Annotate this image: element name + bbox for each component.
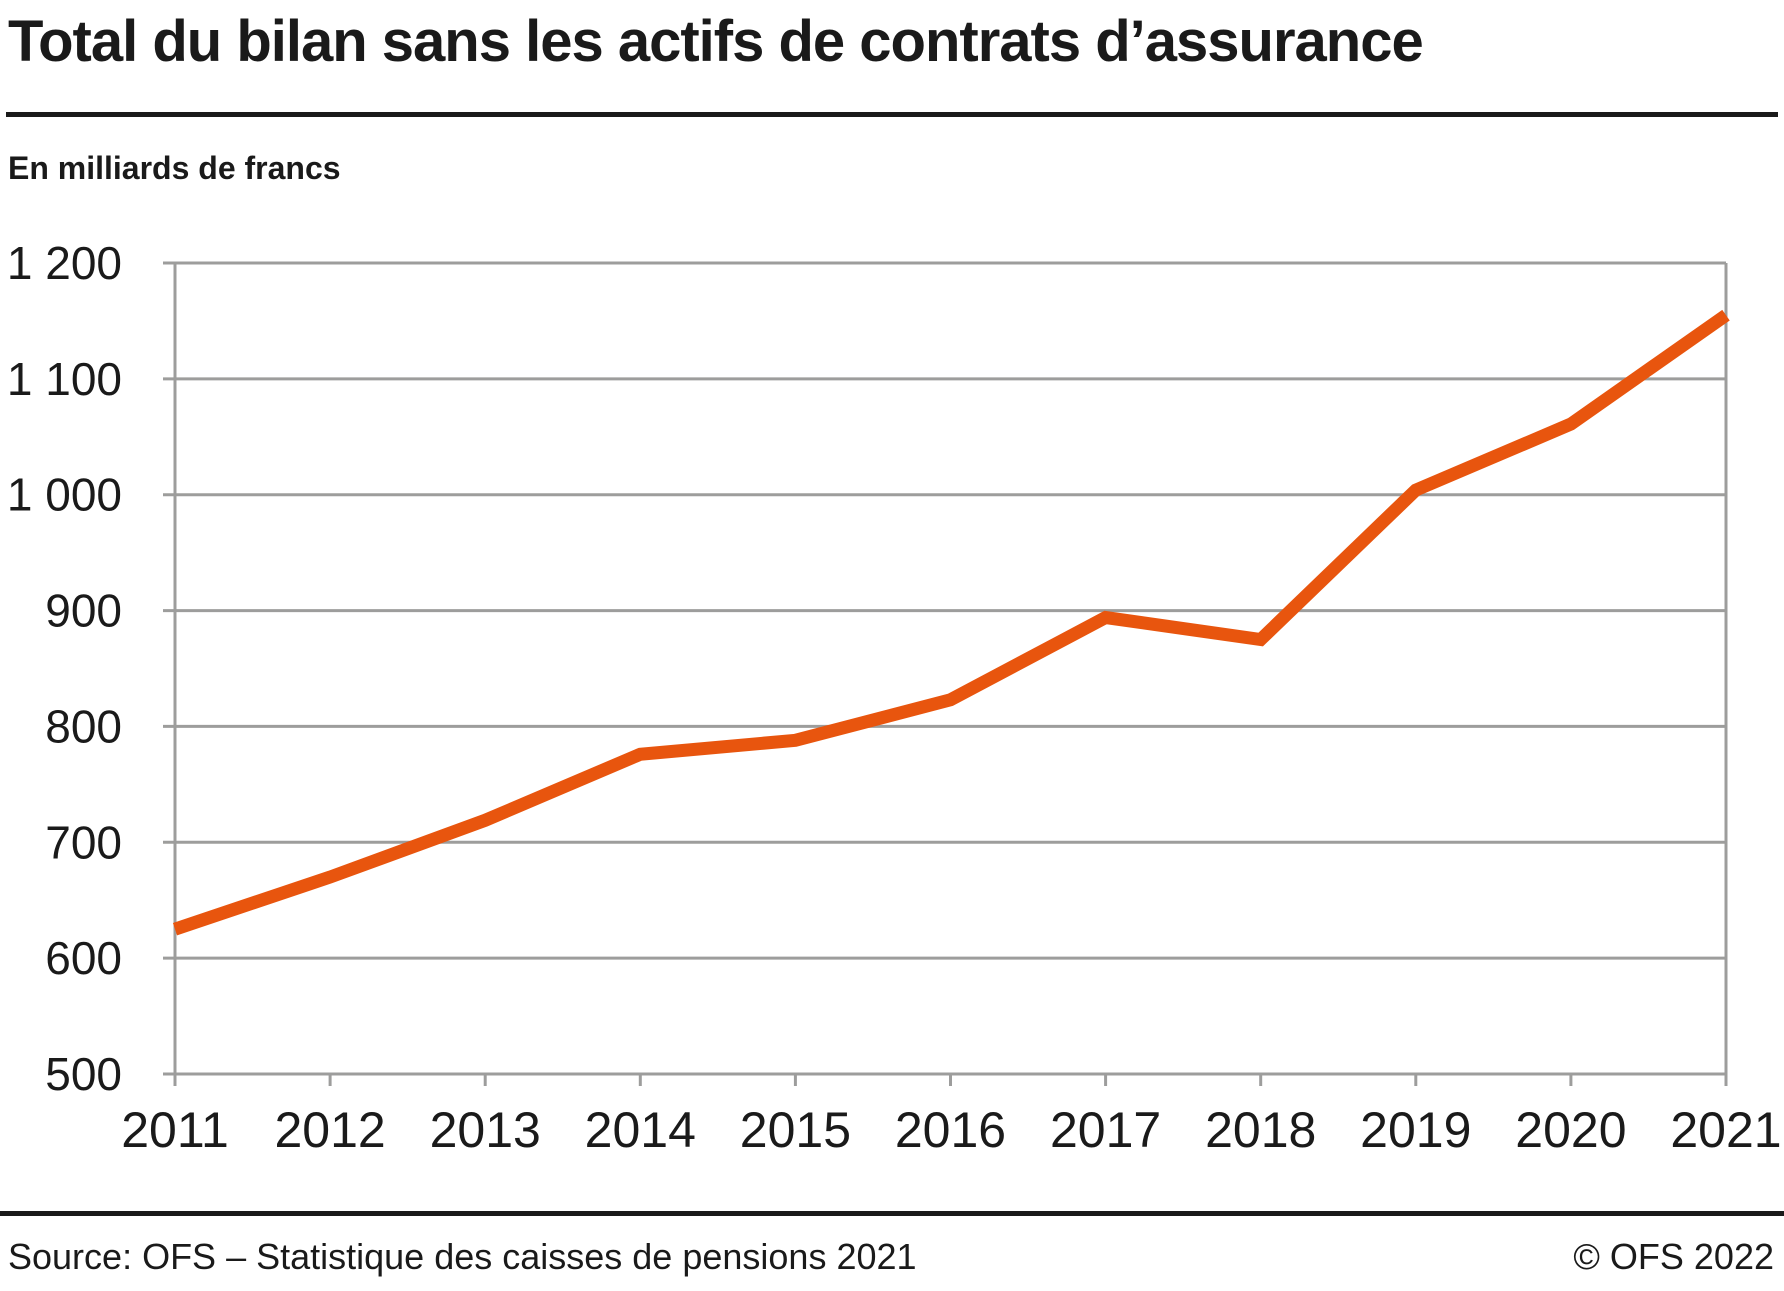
source-text: Source: OFS – Statistique des caisses de… xyxy=(8,1236,917,1277)
y-tick-label: 1 100 xyxy=(7,353,122,405)
x-tick-label: 2019 xyxy=(1360,1102,1471,1158)
x-tick-label: 2011 xyxy=(121,1102,229,1158)
title-rule xyxy=(6,112,1778,117)
y-tick-label: 700 xyxy=(45,816,122,868)
x-tick-label: 2014 xyxy=(585,1102,696,1158)
x-tick-label: 2017 xyxy=(1050,1102,1161,1158)
copyright-text: © OFS 2022 xyxy=(1573,1236,1774,1277)
x-tick-label: 2020 xyxy=(1515,1102,1626,1158)
y-tick-label: 1 200 xyxy=(7,237,122,289)
y-axis-unit-label: En milliards de francs xyxy=(8,150,341,186)
y-tick-label: 1 000 xyxy=(7,469,122,521)
y-tick-label: 500 xyxy=(45,1048,122,1100)
x-tick-label: 2015 xyxy=(740,1102,851,1158)
x-tick-label: 2013 xyxy=(430,1102,541,1158)
x-tick-label: 2021 xyxy=(1670,1102,1781,1158)
x-tick-label: 2016 xyxy=(895,1102,1006,1158)
footer-rule xyxy=(0,1211,1784,1216)
x-tick-label: 2018 xyxy=(1205,1102,1316,1158)
y-tick-label: 900 xyxy=(45,585,122,637)
y-tick-label: 800 xyxy=(45,700,122,752)
y-tick-label: 600 xyxy=(45,932,122,984)
x-tick-label: 2012 xyxy=(274,1102,385,1158)
data-line-total-bilan xyxy=(172,309,1730,936)
chart-title: Total du bilan sans les actifs de contra… xyxy=(8,9,1424,74)
